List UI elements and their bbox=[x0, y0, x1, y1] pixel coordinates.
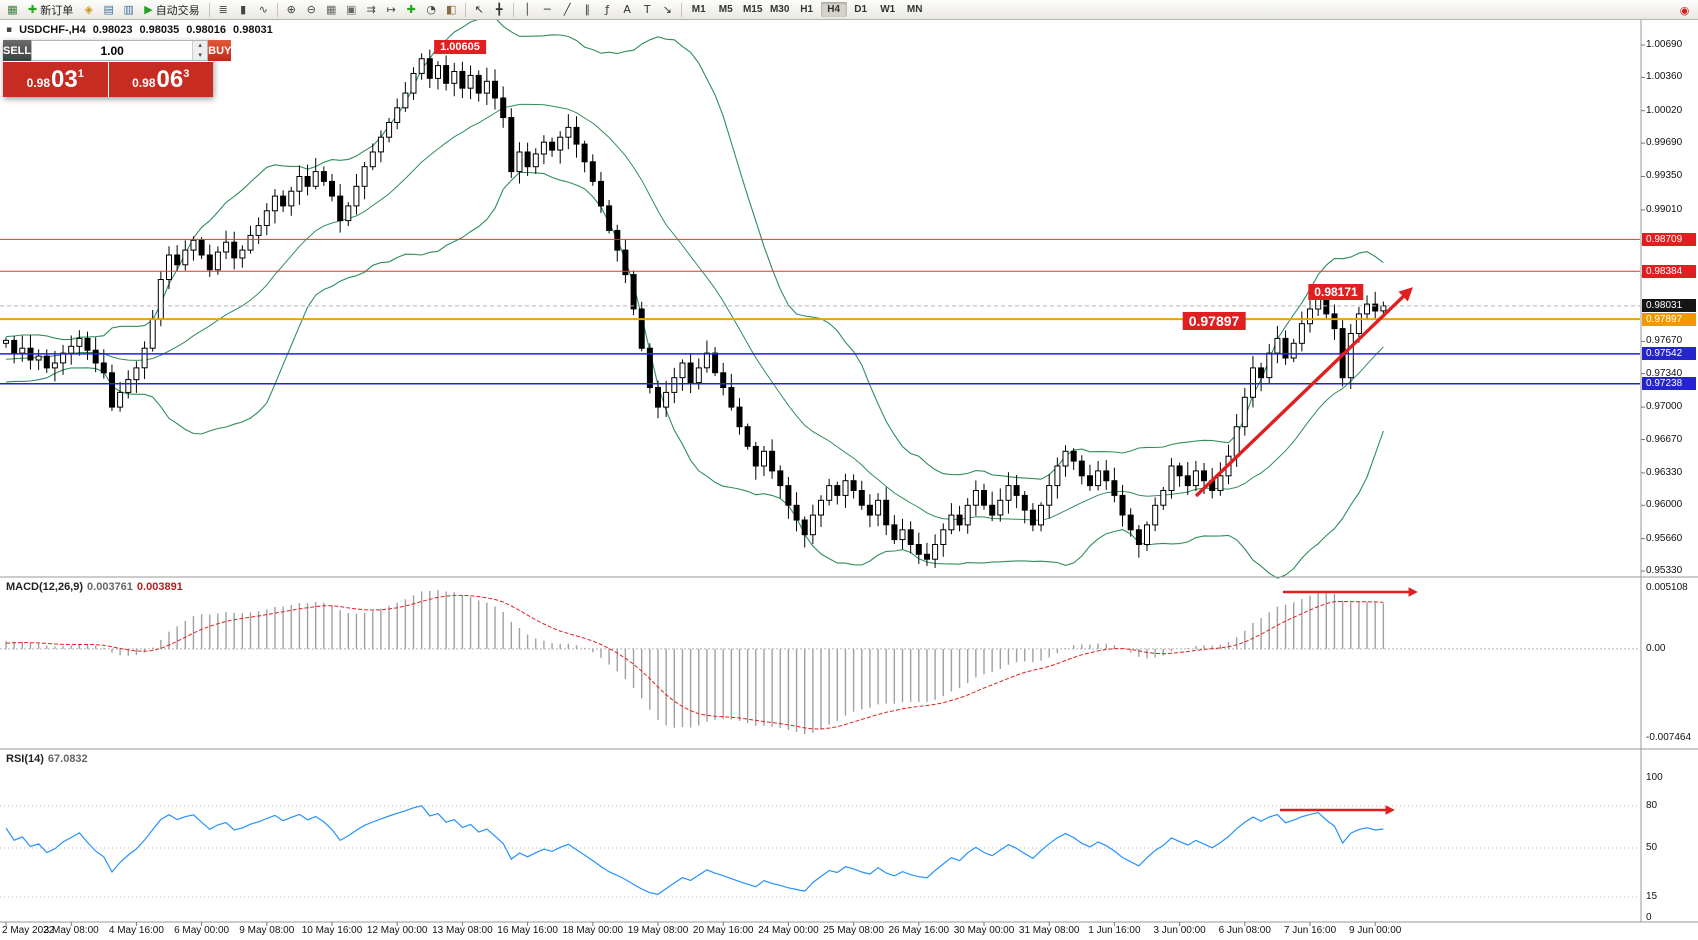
buy-price-pips: 06 bbox=[156, 65, 184, 93]
rsi-line bbox=[5, 805, 1384, 895]
toolbar-separator bbox=[680, 2, 682, 17]
new-order-button-icon: ✚ bbox=[28, 3, 38, 16]
volume-input[interactable] bbox=[32, 41, 193, 60]
sell-price-pips: 03 bbox=[51, 65, 78, 93]
text-label-icon[interactable]: T bbox=[643, 3, 651, 16]
ohlc-low: 0.98016 bbox=[186, 24, 227, 36]
vertical-line-icon[interactable]: │ bbox=[523, 3, 531, 16]
timeframe-m1-button[interactable]: M1 bbox=[691, 4, 706, 15]
horizontal-line-icon[interactable]: ─ bbox=[543, 3, 551, 16]
buy-button[interactable]: BUY bbox=[208, 40, 232, 61]
bollinger-lower-line bbox=[5, 171, 1384, 579]
zoom-in-icon[interactable]: ⊕ bbox=[286, 3, 296, 16]
chart-shift-icon[interactable]: ↦ bbox=[386, 3, 396, 16]
rsi-label: RSI(14) 67.0832 bbox=[6, 753, 88, 765]
candlestick-chart-icon[interactable]: ▮ bbox=[240, 3, 247, 16]
macd-name: MACD(12,26,9) bbox=[6, 581, 84, 593]
symbol-title: USDCHF-,H4 bbox=[19, 24, 86, 36]
buy-price[interactable]: 0.98 06 3 bbox=[108, 62, 213, 97]
macd-label: MACD(12,26,9) 0.003761 0.003891 bbox=[6, 581, 183, 593]
auto-scroll-icon[interactable]: ⇉ bbox=[366, 3, 376, 16]
bollinger-bands bbox=[5, 15, 1384, 579]
panel-separators bbox=[0, 20, 1698, 926]
zoom-out-icon[interactable]: ⊖ bbox=[306, 3, 316, 16]
ohlc-close: 0.98031 bbox=[233, 24, 273, 36]
macd-histogram bbox=[5, 589, 1385, 735]
horizontal-levels[interactable] bbox=[0, 238, 1640, 385]
grid-icon[interactable]: ▦ bbox=[325, 3, 337, 16]
ohlc-high: 0.98035 bbox=[139, 24, 180, 36]
macd-value: 0.003761 bbox=[87, 581, 133, 593]
arrows-tool-icon[interactable]: ↘ bbox=[662, 3, 672, 16]
fibonacci-icon[interactable]: ƒ bbox=[605, 3, 610, 16]
navigator-icon[interactable]: ▥ bbox=[123, 3, 134, 16]
timeframe-m5-button[interactable]: M5 bbox=[718, 4, 733, 15]
chart-type-icon: ▪ bbox=[6, 25, 13, 35]
autotrading-button-label: 自动交易 bbox=[155, 4, 200, 17]
bar-chart-icon[interactable]: ≣ bbox=[218, 3, 228, 16]
bollinger-upper-line bbox=[5, 15, 1384, 480]
tile-windows-icon[interactable]: ▣ bbox=[345, 3, 357, 16]
market-watch-icon[interactable]: ◈ bbox=[84, 3, 93, 16]
new-order-button[interactable]: ✚ 新订单 bbox=[23, 1, 78, 18]
toolbar-separator bbox=[464, 2, 466, 17]
indicators-icon[interactable]: ✚ bbox=[406, 3, 416, 16]
data-window-icon[interactable]: ▤ bbox=[103, 3, 114, 16]
timeframe-w1-button[interactable]: W1 bbox=[880, 4, 896, 15]
timeframe-h4-button[interactable]: H4 bbox=[820, 2, 847, 17]
sell-price-point: 1 bbox=[77, 68, 84, 80]
toolbar-separator bbox=[208, 2, 210, 17]
rsi-value: 67.0832 bbox=[47, 753, 88, 765]
new-chart-icon[interactable]: ▦ bbox=[7, 3, 18, 16]
sell-price[interactable]: 0.98 03 1 bbox=[3, 62, 108, 97]
templates-icon[interactable]: ◧ bbox=[445, 3, 457, 16]
periods-icon[interactable]: ◔ bbox=[426, 3, 436, 16]
volume-field[interactable]: ▴ ▾ bbox=[31, 40, 209, 61]
autotrading-button[interactable]: ▶ 自动交易 bbox=[139, 1, 204, 18]
timeframe-h1-button[interactable]: H1 bbox=[800, 4, 814, 15]
crosshair-icon[interactable]: ╋ bbox=[495, 3, 503, 16]
toolbar-separator bbox=[512, 2, 514, 17]
candlesticks bbox=[3, 49, 1387, 568]
macd-signal-value: 0.003891 bbox=[136, 581, 183, 593]
ohlc-open: 0.98023 bbox=[92, 24, 133, 36]
macd-signal-line bbox=[5, 594, 1384, 730]
channel-icon[interactable]: ∥ bbox=[584, 3, 590, 16]
sell-price-figure: 0.98 bbox=[26, 76, 51, 90]
symbol-info: ▪ USDCHF-,H4 0.98023 0.98035 0.98016 0.9… bbox=[6, 24, 273, 36]
buy-price-figure: 0.98 bbox=[132, 76, 156, 90]
cursor-icon[interactable]: ↖ bbox=[474, 3, 484, 16]
timeframe-m15-button[interactable]: M15 bbox=[742, 4, 763, 15]
bollinger-middle-line bbox=[5, 103, 1384, 521]
volume-up-button[interactable]: ▴ bbox=[193, 41, 208, 51]
volume-spinner[interactable]: ▴ ▾ bbox=[192, 41, 208, 60]
volume-down-button[interactable]: ▾ bbox=[193, 50, 208, 60]
buy-price-point: 3 bbox=[183, 68, 190, 80]
line-chart-icon[interactable]: ∿ bbox=[258, 3, 268, 16]
timeframe-mn-button[interactable]: MN bbox=[906, 4, 923, 15]
autotrading-button-icon: ▶ bbox=[144, 3, 153, 16]
text-icon[interactable]: A bbox=[623, 3, 631, 16]
trend-arrow[interactable] bbox=[1194, 287, 1413, 498]
sell-button[interactable]: SELL bbox=[3, 40, 32, 61]
toolbar: ▦ ✚ 新订单 ◈ ▤ ▥ ▶ 自动交易 ≣ ▮ ∿ ⊕ ⊖ ▦ ▣ ⇉ ↦ ✚ ◔ ◧ ↖ ╋ │ ─ ╱ ∥ ƒ A T ↘ M1 M5 M… bbox=[0, 0, 1698, 20]
new-order-button-label: 新订单 bbox=[40, 4, 74, 17]
toolbar-separator bbox=[276, 2, 278, 17]
timeframe-d1-button[interactable]: D1 bbox=[854, 4, 868, 15]
rsi-name: RSI(14) bbox=[6, 753, 44, 765]
timeframe-m30-button[interactable]: M30 bbox=[769, 4, 790, 15]
trendline-icon[interactable]: ╱ bbox=[563, 3, 571, 16]
community-icon[interactable]: ◉ bbox=[1679, 4, 1690, 17]
